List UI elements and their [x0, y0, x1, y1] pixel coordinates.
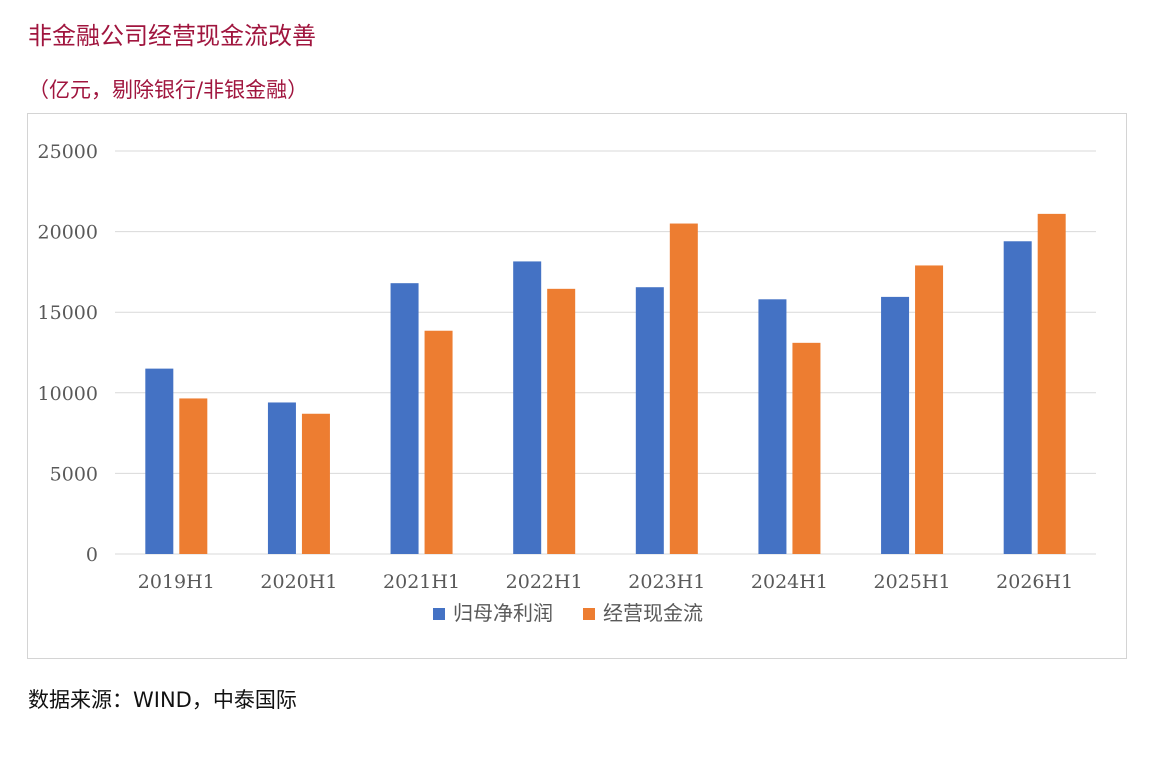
bar-profit	[758, 299, 787, 554]
y-tick-label: 0	[86, 544, 98, 566]
bar-profit	[145, 368, 174, 554]
x-tick-label: 2024H1	[751, 571, 828, 593]
bar-profit	[513, 261, 542, 554]
x-tick-label: 2025H1	[874, 571, 951, 593]
legend-label: 归母净利润	[453, 601, 553, 625]
x-tick-label: 2026H1	[996, 571, 1073, 593]
y-tick-label: 15000	[38, 302, 98, 324]
bar-profit	[635, 287, 664, 554]
bar-cashflow	[915, 265, 944, 554]
bar-cashflow	[179, 398, 208, 554]
y-tick-label: 20000	[38, 222, 98, 244]
chart-area: 0 5000 10000 15000 20000 25000 2019H1 2020H1 202…	[27, 113, 1127, 659]
x-tick-label: 2021H1	[383, 571, 460, 593]
bar-cashflow	[301, 413, 330, 554]
bar-profit	[267, 402, 296, 554]
y-tick-label: 25000	[38, 141, 98, 163]
x-tick-label: 2020H1	[260, 571, 337, 593]
bar-profit	[881, 296, 910, 554]
legend-swatch	[433, 608, 445, 620]
y-tick-label: 10000	[38, 383, 98, 405]
bar-chart: 0 5000 10000 15000 20000 25000 2019H1 2020H1 202…	[38, 141, 1096, 625]
source-note: 数据来源：WIND，中泰国际	[28, 688, 297, 712]
x-tick-label: 2022H1	[506, 571, 583, 593]
bar-cashflow	[547, 288, 576, 554]
y-tick-label: 5000	[50, 463, 98, 485]
bar-cashflow	[792, 342, 821, 554]
bar-cashflow	[1037, 213, 1066, 555]
x-tick-label: 2019H1	[138, 571, 215, 593]
bar-profit	[1003, 241, 1032, 554]
bar-profit	[390, 283, 419, 554]
legend-swatch	[583, 608, 595, 620]
bar-cashflow	[424, 330, 453, 554]
legend-label: 经营现金流	[603, 601, 703, 625]
bar-cashflow	[669, 223, 698, 554]
chart-subtitle: （亿元，剔除银行/非银金融）	[28, 78, 309, 102]
x-tick-label: 2023H1	[628, 571, 705, 593]
chart-title: 非金融公司经营现金流改善	[28, 22, 316, 50]
